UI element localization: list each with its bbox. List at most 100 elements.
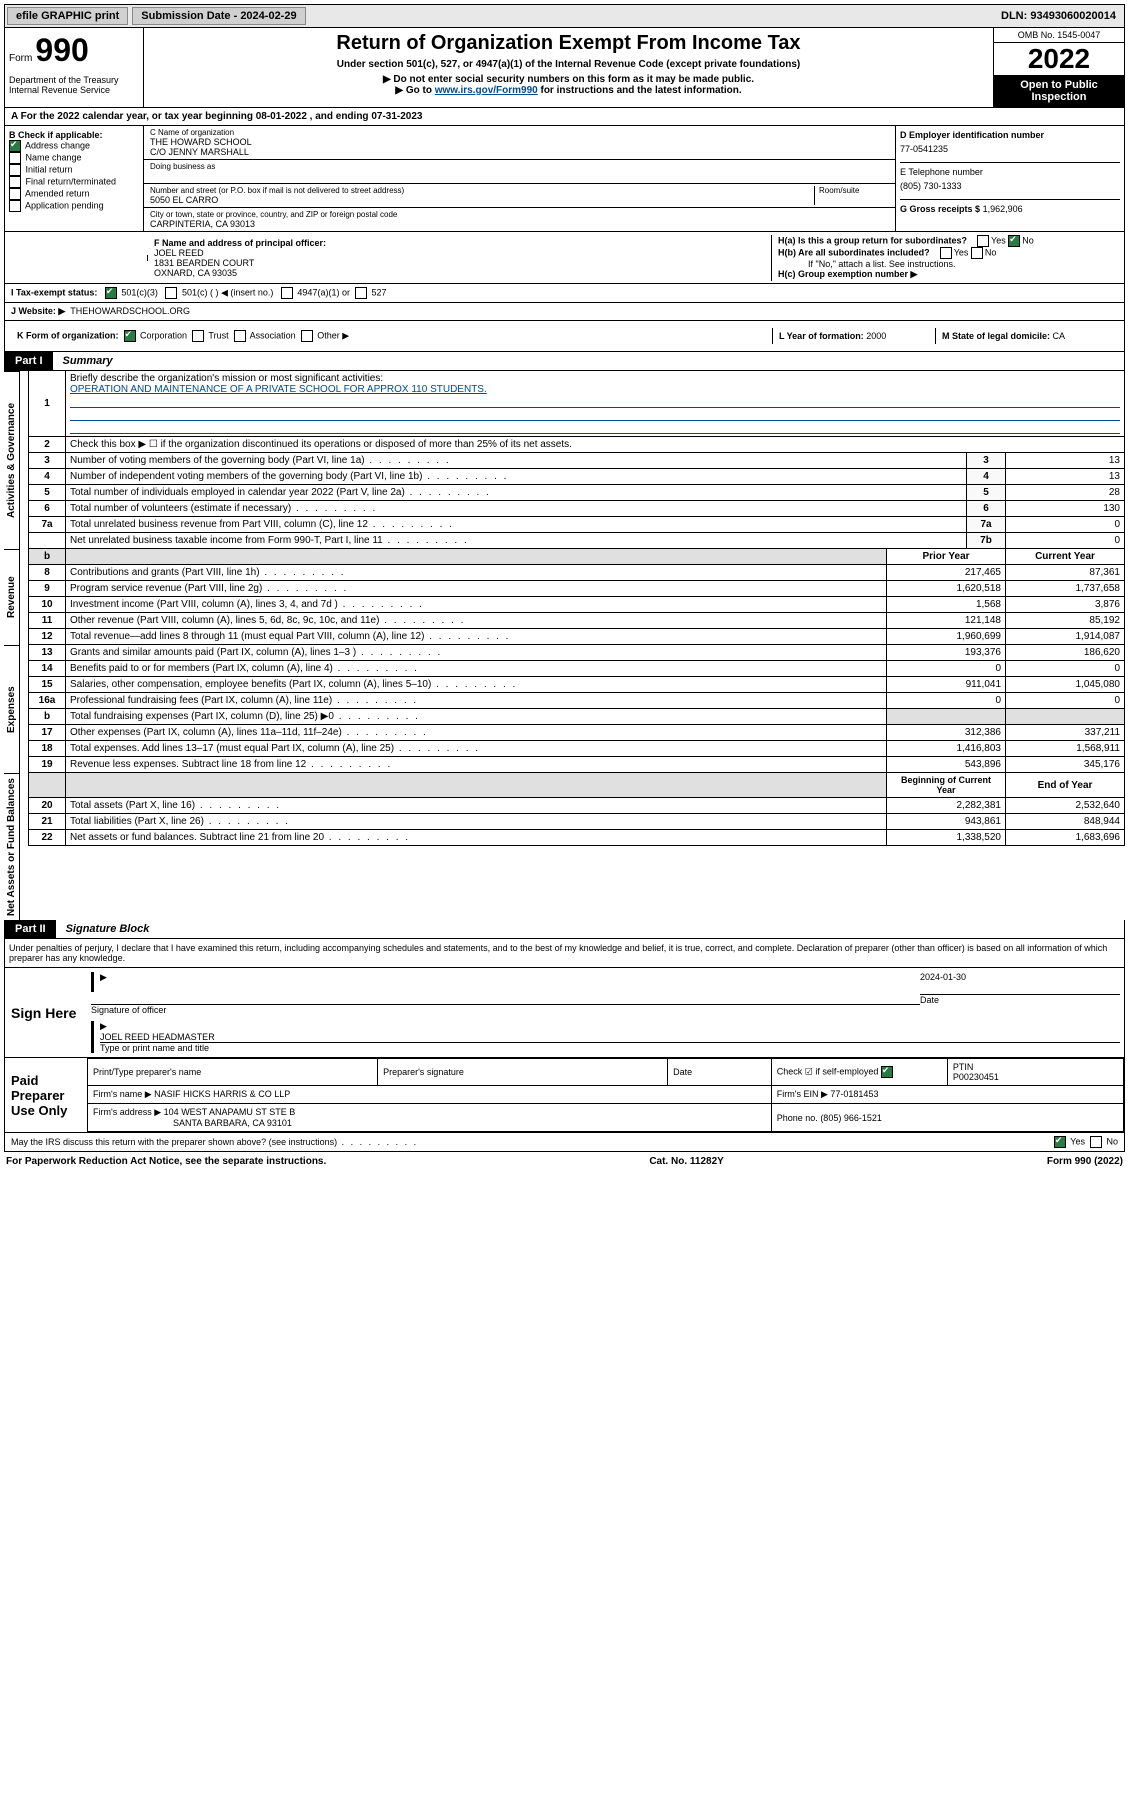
subtitle-1: Under section 501(c), 527, or 4947(a)(1)… (148, 59, 989, 70)
chk-corp[interactable] (124, 330, 136, 342)
chk-501c[interactable] (165, 287, 177, 299)
omb-number: OMB No. 1545-0047 (994, 28, 1124, 43)
column-c: C Name of organization THE HOWARD SCHOOL… (144, 126, 896, 231)
subtitle-2: ▶ Do not enter social security numbers o… (148, 74, 989, 85)
chk-hb-yes[interactable] (940, 247, 952, 259)
table-row: 12Total revenue—add lines 8 through 11 (… (29, 629, 1125, 645)
chk-4947[interactable] (281, 287, 293, 299)
table-row: 10Investment income (Part VIII, column (… (29, 597, 1125, 613)
form-title: Return of Organization Exempt From Incom… (148, 32, 989, 55)
chk-hb-no[interactable] (971, 247, 983, 259)
governance-table: 1 Briefly describe the organization's mi… (28, 371, 1125, 549)
website-value: THEHOWARDSCHOOL.ORG (70, 306, 190, 316)
open-to-public: Open to Public Inspection (994, 75, 1124, 107)
ptin-value: P00230451 (953, 1072, 999, 1082)
chk-other[interactable] (301, 330, 313, 342)
column-d: D Employer identification number 77-0541… (896, 126, 1124, 231)
firm-addr1: 104 WEST ANAPAMU ST STE B (164, 1107, 296, 1117)
table-row: 18Total expenses. Add lines 13–17 (must … (29, 741, 1125, 757)
chk-may-no[interactable] (1090, 1136, 1102, 1148)
table-row: 6Total number of volunteers (estimate if… (29, 501, 1125, 517)
firm-addr2: SANTA BARBARA, CA 93101 (93, 1118, 292, 1128)
chk-ha-yes[interactable] (977, 235, 989, 247)
firm-phone: (805) 966-1521 (820, 1113, 882, 1123)
street-address: 5050 EL CARRO (150, 195, 814, 205)
irs-link[interactable]: www.irs.gov/Form990 (435, 85, 538, 96)
tax-year: 2022 (994, 43, 1124, 75)
ein: 77-0541235 (900, 140, 1120, 158)
submission-date: Submission Date - 2024-02-29 (132, 7, 305, 25)
preparer-table: Print/Type preparer's name Preparer's si… (87, 1058, 1124, 1132)
chk-ha-no[interactable] (1008, 235, 1020, 247)
dept-label: Department of the Treasury (9, 75, 139, 85)
vlabel-expenses: Expenses (4, 645, 20, 773)
table-row: 11Other revenue (Part VIII, column (A), … (29, 613, 1125, 629)
go-link-row: ▶ Go to www.irs.gov/Form990 for instruct… (148, 85, 989, 96)
table-row: 7aTotal unrelated business revenue from … (29, 517, 1125, 533)
table-row: 15Salaries, other compensation, employee… (29, 677, 1125, 693)
form-number: 990 (35, 32, 88, 68)
sig-date: 2024-01-30 (920, 972, 1120, 982)
table-row: 14Benefits paid to or for members (Part … (29, 661, 1125, 677)
vlabel-netassets: Net Assets or Fund Balances (4, 773, 20, 920)
table-row: 22Net assets or fund balances. Subtract … (29, 830, 1125, 846)
efile-button[interactable]: efile GRAPHIC print (7, 7, 128, 25)
period-row: A For the 2022 calendar year, or tax yea… (4, 108, 1125, 126)
org-care-of: C/O JENNY MARSHALL (150, 147, 889, 157)
table-row: 5Total number of individuals employed in… (29, 485, 1125, 501)
chk-501c3[interactable] (105, 287, 117, 299)
firm-name: NASIF HICKS HARRIS & CO LLP (154, 1089, 290, 1099)
chk-self-employed[interactable] (881, 1066, 893, 1078)
org-name: THE HOWARD SCHOOL (150, 137, 889, 147)
chk-address-change[interactable] (9, 140, 21, 152)
form-org-row: K Form of organization: Corporation Trus… (4, 321, 1125, 352)
table-row: 20Total assets (Part X, line 16)2,282,38… (29, 798, 1125, 814)
mission-text: OPERATION AND MAINTENANCE OF A PRIVATE S… (70, 384, 487, 395)
top-bar: efile GRAPHIC print Submission Date - 20… (4, 4, 1125, 28)
chk-final[interactable] (9, 176, 21, 188)
part1-header: Part I Summary (4, 352, 1125, 371)
chk-trust[interactable] (192, 330, 204, 342)
table-row: 17Other expenses (Part IX, column (A), l… (29, 725, 1125, 741)
may-irs-row: May the IRS discuss this return with the… (4, 1133, 1125, 1152)
officer-name-title: JOEL REED HEADMASTER (100, 1032, 1120, 1043)
chk-amended[interactable] (9, 188, 21, 200)
declaration-text: Under penalties of perjury, I declare th… (4, 939, 1125, 968)
sign-here-row: Sign Here ▶ Signature of officer 2024-01… (4, 968, 1125, 1058)
pra-notice: For Paperwork Reduction Act Notice, see … (6, 1156, 326, 1167)
paid-preparer-row: Paid Preparer Use Only Print/Type prepar… (4, 1058, 1125, 1133)
table-row: 21Total liabilities (Part X, line 26)943… (29, 814, 1125, 830)
table-row: 9Program service revenue (Part VIII, lin… (29, 581, 1125, 597)
table-row: 3Number of voting members of the governi… (29, 453, 1125, 469)
website-row: J Website: ▶ THEHOWARDSCHOOL.ORG (4, 303, 1125, 321)
chk-may-yes[interactable] (1054, 1136, 1066, 1148)
form-header: Form 990 Department of the Treasury Inte… (4, 28, 1125, 108)
part1-title: Summary (53, 352, 123, 370)
irs-label: Internal Revenue Service (9, 85, 139, 95)
chk-initial[interactable] (9, 164, 21, 176)
telephone: (805) 730-1333 (900, 177, 1120, 195)
officer-group-row: F Name and address of principal officer:… (4, 232, 1125, 284)
chk-name-change[interactable] (9, 152, 21, 164)
form-footer: Form 990 (2022) (1047, 1156, 1123, 1167)
revenue-table: b Prior Year Current Year 8Contributions… (28, 549, 1125, 645)
form-label: Form (9, 53, 32, 64)
chk-assoc[interactable] (234, 330, 246, 342)
city-state-zip: CARPINTERIA, CA 93013 (150, 219, 889, 229)
chk-app-pending[interactable] (9, 200, 21, 212)
expenses-table: 13Grants and similar amounts paid (Part … (28, 645, 1125, 773)
part2-tag: Part II (5, 920, 56, 938)
table-row: bTotal fundraising expenses (Part IX, co… (29, 709, 1125, 725)
paid-preparer-label: Paid Preparer Use Only (5, 1058, 87, 1132)
table-row: 8Contributions and grants (Part VIII, li… (29, 565, 1125, 581)
part2-title: Signature Block (56, 920, 160, 938)
entity-info: B Check if applicable: Address change Na… (4, 126, 1125, 232)
sign-here-label: Sign Here (5, 968, 87, 1057)
table-row: 16aProfessional fundraising fees (Part I… (29, 693, 1125, 709)
part1-tag: Part I (5, 352, 53, 370)
table-row: 13Grants and similar amounts paid (Part … (29, 645, 1125, 661)
table-row: 19Revenue less expenses. Subtract line 1… (29, 757, 1125, 773)
chk-527[interactable] (355, 287, 367, 299)
table-row: Net unrelated business taxable income fr… (29, 533, 1125, 549)
page-footer: For Paperwork Reduction Act Notice, see … (4, 1152, 1125, 1171)
